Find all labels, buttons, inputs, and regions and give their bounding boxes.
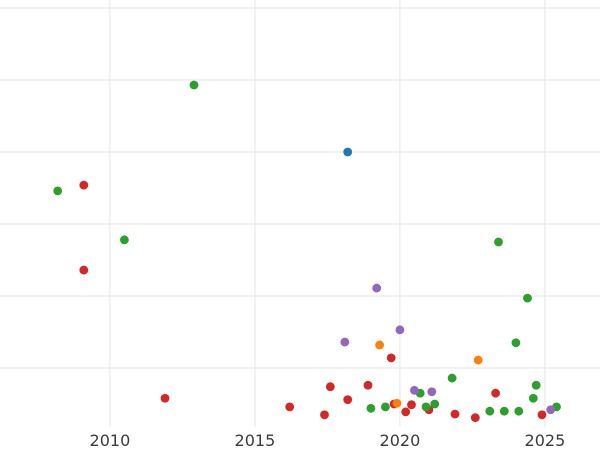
data-point-green	[447, 373, 457, 383]
data-point-purple	[410, 385, 419, 395]
data-point-green	[53, 186, 63, 196]
x-tick-label: 2025	[525, 431, 566, 450]
data-point-red	[386, 353, 396, 363]
data-point-green	[189, 80, 199, 90]
data-point-green	[499, 406, 509, 416]
data-point-red	[320, 410, 329, 420]
data-point-green	[485, 406, 495, 416]
data-point-red	[343, 395, 353, 405]
x-tick-label: 2010	[90, 431, 131, 450]
data-point-green	[514, 406, 524, 416]
data-point-green	[421, 402, 431, 412]
data-point-green	[120, 235, 129, 245]
data-point-purple	[546, 405, 556, 415]
data-point-red	[491, 388, 501, 398]
data-point-red	[285, 402, 295, 412]
data-point-green	[430, 399, 440, 409]
data-point-red	[79, 180, 89, 190]
data-point-orange	[473, 355, 483, 365]
data-point-purple	[340, 337, 350, 347]
data-point-red	[160, 393, 170, 403]
data-point-green	[528, 393, 538, 403]
data-point-red	[325, 382, 335, 392]
data-point-orange	[392, 398, 402, 408]
data-point-red	[537, 410, 547, 420]
data-point-green	[366, 403, 376, 413]
data-point-green	[531, 380, 541, 390]
x-tick-label: 2015	[235, 431, 276, 450]
data-point-orange	[375, 340, 385, 350]
data-point-red	[450, 409, 460, 419]
data-point-red	[407, 400, 416, 410]
data-point-green	[511, 338, 521, 348]
data-point-purple	[427, 387, 437, 397]
data-point-green	[381, 402, 390, 412]
data-point-red	[79, 265, 89, 275]
data-point-purple	[372, 283, 382, 293]
data-point-red	[401, 407, 411, 417]
data-point-blue	[343, 147, 353, 157]
data-point-purple	[395, 325, 405, 335]
data-point-green	[494, 237, 503, 247]
data-point-red	[470, 413, 480, 423]
x-tick-label: 2020	[380, 431, 421, 450]
data-point-green	[523, 293, 532, 303]
data-point-red	[363, 380, 373, 390]
